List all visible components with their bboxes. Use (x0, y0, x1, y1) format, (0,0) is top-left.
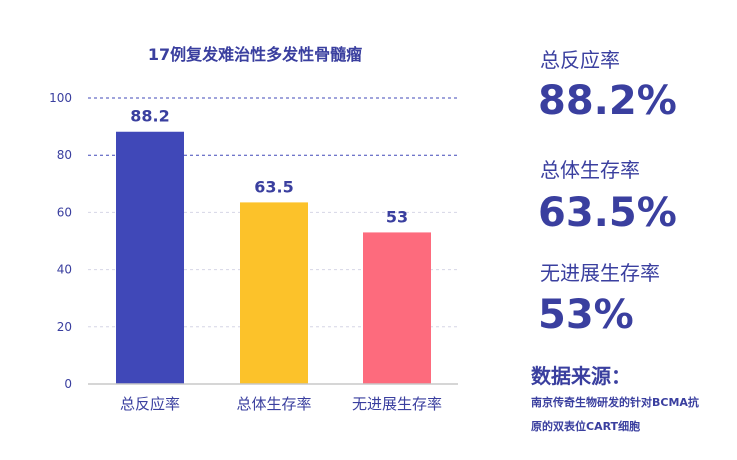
bar-value-label: 63.5 (254, 177, 293, 196)
stat-label-progression-free: 无进展生存率 (540, 261, 660, 285)
y-tick-label: 0 (64, 377, 72, 391)
x-tick-label: 无进展生存率 (352, 395, 442, 413)
bar-chart: 17例复发难治性多发性骨髓瘤 0 20 40 60 80 100 88.2 63.5 53 总… (49, 45, 458, 413)
y-tick-label: 80 (57, 148, 72, 162)
source-line-2: 原的双表位CART细胞 (531, 420, 641, 433)
x-tick-label: 总体生存率 (236, 395, 311, 413)
bar (116, 131, 184, 384)
y-tick-label: 60 (57, 205, 72, 219)
stat-label-overall-survival: 总体生存率 (540, 158, 640, 182)
chart-title: 17例复发难治性多发性骨髓瘤 (148, 45, 362, 64)
stat-value-progression-free: 53% (538, 292, 634, 338)
bar (363, 232, 431, 384)
y-tick-label: 100 (49, 91, 72, 105)
bar-value-label: 53 (386, 207, 408, 226)
bar-value-label: 88.2 (130, 107, 169, 126)
stat-value-response: 88.2% (538, 78, 677, 124)
x-tick-label: 总反应率 (120, 395, 180, 413)
y-tick-label: 20 (57, 320, 72, 334)
y-tick-label: 40 (57, 263, 72, 277)
stat-value-overall-survival: 63.5% (538, 190, 677, 236)
bar (240, 202, 308, 384)
source-line-1: 南京传奇生物研发的针对BCMA抗 (531, 396, 699, 409)
source-title: 数据来源： (531, 364, 631, 388)
stat-label-response: 总反应率 (540, 48, 620, 72)
